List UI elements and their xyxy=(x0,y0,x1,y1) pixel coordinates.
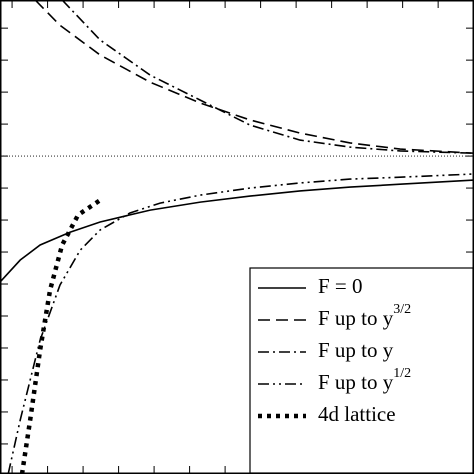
legend-box xyxy=(249,267,474,474)
series-line xyxy=(61,0,474,155)
legend-label-superscript: 3/2 xyxy=(393,302,411,317)
series-line xyxy=(7,173,474,474)
legend-label-text: F up to y xyxy=(318,306,394,330)
legend-label: 4d lattice xyxy=(318,402,396,426)
series-line xyxy=(19,198,102,474)
legend-label: F up to y1/2 xyxy=(318,366,411,394)
legend-label-text: 4d lattice xyxy=(318,402,396,426)
legend-label-superscript: 1/2 xyxy=(393,366,411,381)
series-line xyxy=(0,179,474,283)
legend-label: F up to y xyxy=(318,338,394,362)
legend-label-text: F up to y xyxy=(318,370,394,394)
legend-label: F up to y3/2 xyxy=(318,302,411,330)
series-line xyxy=(34,0,474,155)
legend-label-text: F = 0 xyxy=(318,274,363,298)
legend-label-text: F up to y xyxy=(318,338,394,362)
legend-label: F = 0 xyxy=(318,274,363,298)
